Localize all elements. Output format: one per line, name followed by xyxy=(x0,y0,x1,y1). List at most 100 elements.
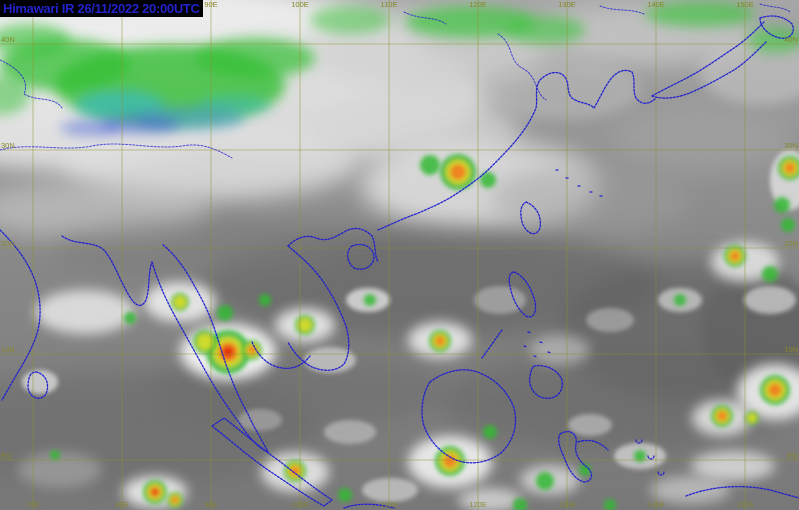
storm-cell xyxy=(124,312,136,324)
storm-cell xyxy=(193,330,217,354)
storm-cell xyxy=(435,446,465,476)
lon-label-bottom: 140E xyxy=(647,500,665,509)
coastline-south-china xyxy=(377,79,541,231)
storm-cell xyxy=(483,425,497,439)
coastline-tonkin xyxy=(287,227,379,263)
cell-orange-core xyxy=(435,336,445,346)
coastline-bangladesh-myanmar xyxy=(61,235,153,306)
cell-green-ring xyxy=(483,425,497,439)
cell-green-ring xyxy=(420,155,440,175)
lat-label-right: EQ xyxy=(787,451,798,460)
cell-orange-core xyxy=(730,251,740,261)
cloud-blob xyxy=(530,335,590,365)
cirrus-blob xyxy=(100,116,180,134)
storm-cell xyxy=(217,305,233,321)
coastline-malay-peninsula xyxy=(151,243,270,454)
coastline-bohai-yellow-sea xyxy=(539,71,595,109)
lat-label-right: 30N xyxy=(784,141,798,150)
lon-label-bottom: 110E xyxy=(381,500,398,509)
coastline-hokkaido xyxy=(759,15,794,39)
cirrus-blob xyxy=(0,75,30,115)
border-china-north xyxy=(497,33,547,101)
cloud-blob xyxy=(18,452,102,488)
storm-cell xyxy=(774,197,790,213)
coastline-india xyxy=(0,229,41,401)
cell-yellow-ring xyxy=(196,333,214,351)
cell-orange-core xyxy=(449,163,467,181)
lat-label-left: EQ xyxy=(1,451,12,460)
lon-label-bottom: 90E xyxy=(204,500,217,509)
cloud-blob xyxy=(22,370,58,394)
coastline-japan-south xyxy=(651,41,767,99)
storm-cell xyxy=(513,498,527,510)
cell-green-ring xyxy=(579,464,591,476)
storm-cell-layer xyxy=(50,154,799,510)
cloud-blob xyxy=(480,60,640,120)
coastline-korea xyxy=(593,69,657,109)
coastline-japan-north xyxy=(651,21,765,97)
border-central-asia xyxy=(0,59,63,109)
cirrus-enhancement-layer xyxy=(0,1,799,136)
cell-green-ring xyxy=(774,197,790,213)
cloud-blob xyxy=(60,120,360,200)
storm-cell xyxy=(781,218,795,232)
storm-cell xyxy=(762,266,778,282)
lon-label-top: 90E xyxy=(204,0,217,9)
lat-label-left: 10N xyxy=(1,345,15,354)
storm-cell xyxy=(480,172,496,188)
cell-orange-core xyxy=(290,466,300,476)
cloud-blob xyxy=(35,290,135,334)
lat-label-left: 30N xyxy=(1,141,15,150)
cirrus-blob xyxy=(195,38,315,78)
storm-cell xyxy=(295,315,315,335)
coastline-java xyxy=(343,503,395,509)
storm-cell xyxy=(143,480,167,504)
cloud-blob xyxy=(586,308,634,332)
storm-cell xyxy=(634,450,646,462)
cell-orange-core xyxy=(784,162,796,174)
cell-green-ring xyxy=(364,294,376,306)
storm-cell xyxy=(284,460,306,482)
storm-cell xyxy=(536,472,554,490)
cell-green-ring xyxy=(781,218,795,232)
coastline-new-guinea xyxy=(685,485,799,499)
coastline-luzon xyxy=(508,271,537,318)
cell-yellow-ring xyxy=(173,295,187,309)
cirrus-blob xyxy=(0,24,70,56)
cell-green-ring xyxy=(50,450,60,460)
cloud-blob xyxy=(474,286,526,314)
cloud-blob xyxy=(650,476,730,504)
coastline-visayas xyxy=(523,331,552,358)
cell-red-core xyxy=(151,488,159,496)
cell-green-ring xyxy=(674,294,686,306)
border-himalaya xyxy=(0,143,233,159)
cell-orange-core xyxy=(768,383,782,397)
cell-orange-core xyxy=(717,411,727,421)
coastline-ryukyu-islands xyxy=(555,169,603,197)
lat-label-left: 20N xyxy=(1,239,15,248)
storm-cell xyxy=(167,492,183,508)
border-amur xyxy=(599,3,791,15)
coastline-sri-lanka xyxy=(27,371,49,399)
lat-label-left: 40N xyxy=(1,35,15,44)
coastline-sumatra xyxy=(210,417,334,507)
coastline-hainan xyxy=(347,243,375,270)
cloud-blob xyxy=(744,286,796,314)
lon-label-top: 110E xyxy=(381,0,398,9)
storm-cell xyxy=(745,411,759,425)
cell-red-core xyxy=(222,346,234,358)
storm-cell xyxy=(206,330,250,374)
lon-label-bottom: 70E xyxy=(26,500,39,509)
coastline-vietnam xyxy=(287,245,350,371)
cloud-blob xyxy=(324,420,376,444)
cell-orange-core xyxy=(171,496,179,504)
border-mongolia xyxy=(403,11,447,25)
coastline-taiwan xyxy=(520,201,542,235)
lon-label-bottom: 150E xyxy=(736,500,754,509)
cell-green-ring xyxy=(480,172,496,188)
lon-label-bottom: 120E xyxy=(469,500,487,509)
lon-label-bottom: 130E xyxy=(558,500,576,509)
